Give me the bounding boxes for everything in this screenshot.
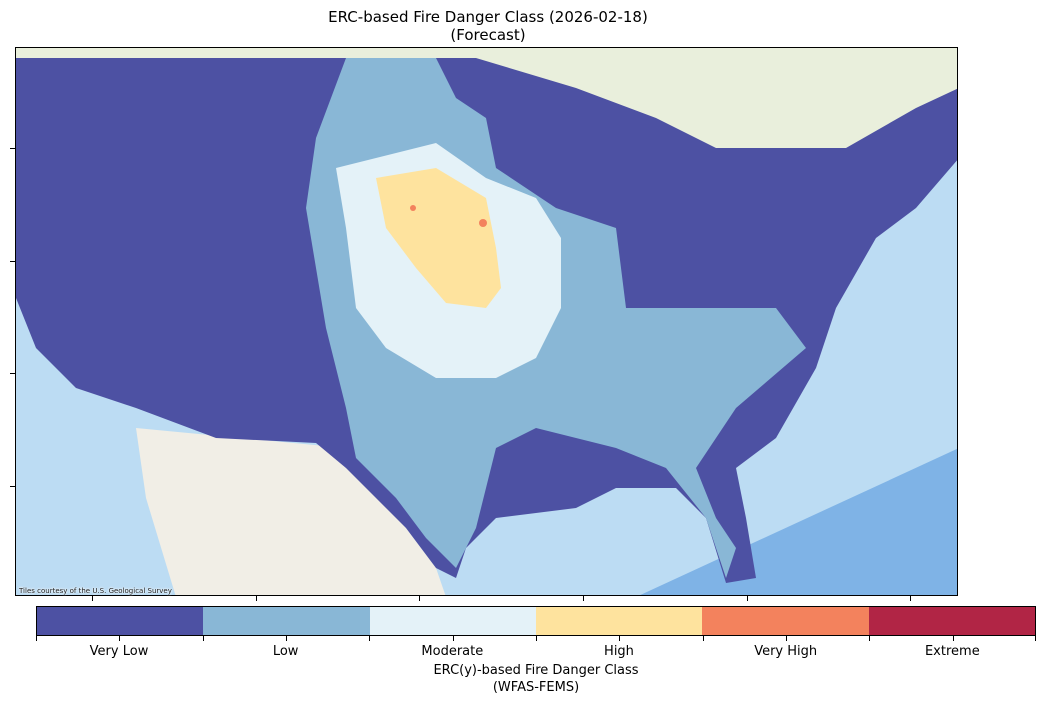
chart-subtitle: (Forecast) xyxy=(450,26,526,44)
x-tick xyxy=(910,596,911,601)
colorbar-tick xyxy=(286,636,287,641)
canada-land xyxy=(16,48,957,178)
colorbar-tick-label: Very High xyxy=(754,644,818,659)
colorbar-segment-low xyxy=(203,607,370,635)
colorbar-tick xyxy=(702,636,704,641)
x-tick xyxy=(419,596,420,601)
colorbar-tick-label: Low xyxy=(272,644,299,659)
map-layer xyxy=(16,48,957,595)
colorbar-tick xyxy=(202,636,204,641)
colorbar-tick xyxy=(119,636,121,641)
colorbar-segment-very-low xyxy=(37,607,204,635)
very-high-spot xyxy=(479,219,487,227)
x-tick xyxy=(747,596,748,601)
y-tick xyxy=(10,486,15,487)
high-zone xyxy=(376,168,501,308)
colorbar-tick-label: Moderate xyxy=(421,644,484,659)
colorbar-tick xyxy=(619,636,621,641)
colorbar-tick xyxy=(786,636,787,641)
x-tick xyxy=(583,596,584,601)
chart-title: ERC-based Fire Danger Class (2026-02-18) xyxy=(328,8,648,26)
y-tick xyxy=(10,261,15,262)
map-attribution: Tiles courtesy of the U.S. Geological Su… xyxy=(19,587,172,595)
colorbar-tick xyxy=(536,636,537,641)
colorbar-tick xyxy=(452,636,454,641)
colorbar-tick-label: Extreme xyxy=(924,644,980,659)
mexico-land xyxy=(136,428,446,595)
colorbar xyxy=(36,606,1036,636)
atlantic-deep xyxy=(640,448,957,595)
colorbar-segment-moderate xyxy=(369,607,536,635)
x-tick xyxy=(256,596,257,601)
colorbar-tick xyxy=(1035,636,1036,641)
colorbar-segment-very-high xyxy=(702,607,869,635)
colorbar-tick xyxy=(869,636,871,641)
colorbar-tick xyxy=(36,636,37,641)
colorbar-segment-extreme xyxy=(868,607,1035,635)
x-tick xyxy=(92,596,93,601)
map-panel[interactable] xyxy=(15,47,958,596)
colorbar-tick xyxy=(952,636,954,641)
very-high-spot xyxy=(410,205,416,211)
colorbar-sublabel: (WFAS-FEMS) xyxy=(492,680,580,695)
y-tick xyxy=(10,373,15,374)
colorbar-tick xyxy=(369,636,371,641)
colorbar-tick-label: High xyxy=(604,644,634,659)
colorbar-label: ERC(y)-based Fire Danger Class xyxy=(433,663,639,678)
colorbar-tick-label: Very Low xyxy=(89,644,149,659)
colorbar-segment-high xyxy=(535,607,703,635)
y-tick xyxy=(10,148,15,149)
